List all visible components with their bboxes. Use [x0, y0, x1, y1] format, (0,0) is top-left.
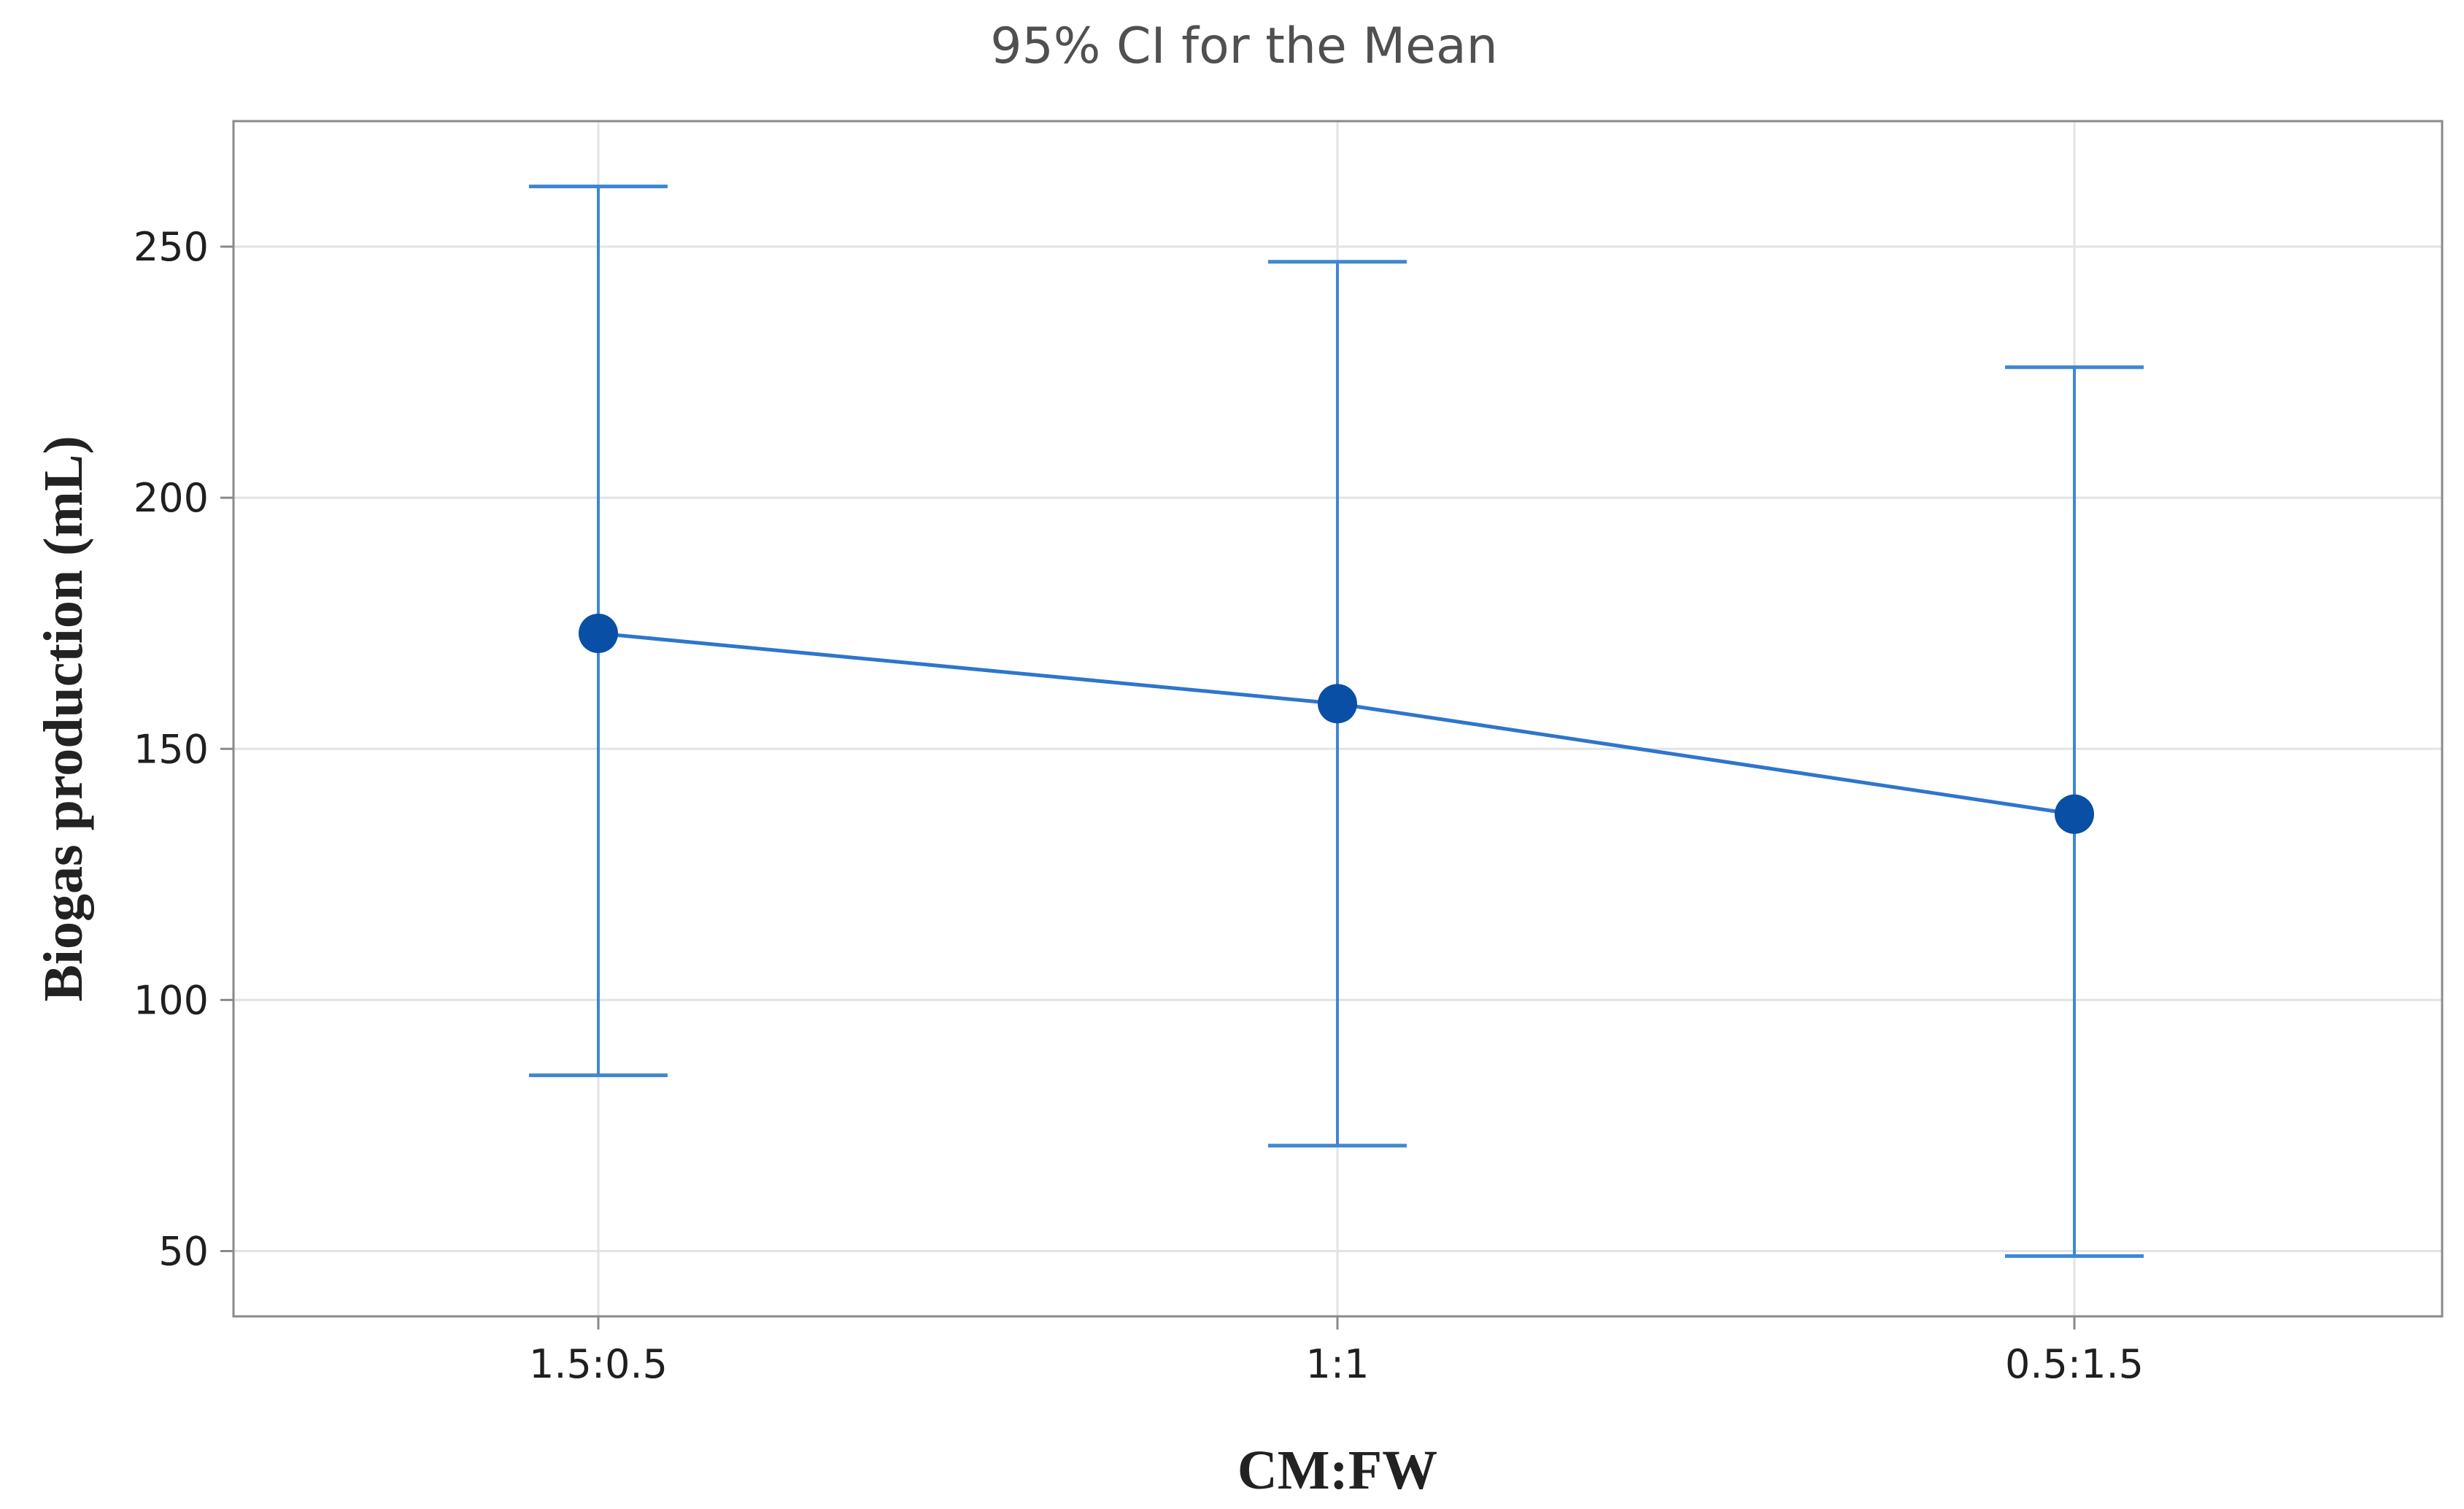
y-tick-label: 50 [158, 1229, 209, 1275]
mean-point [2055, 794, 2094, 834]
x-tick-label: 0.5:1.5 [2005, 1341, 2144, 1387]
y-tick-label: 100 [134, 977, 209, 1023]
x-tick-label: 1.5:0.5 [529, 1341, 668, 1387]
y-tick-label: 250 [134, 224, 209, 270]
y-tick-label: 150 [134, 726, 209, 772]
chart-subtitle: 95% CI for the Mean [990, 18, 1498, 75]
y-axis-ticks: 50 100 150 200 250 [134, 224, 233, 1275]
mean-markers [579, 614, 2094, 834]
y-tick-label: 200 [134, 475, 209, 521]
mean-point [1318, 684, 1357, 724]
x-axis-ticks: 1.5:0.5 1:1 0.5:1.5 [529, 1316, 2144, 1387]
y-axis-title: Biogas production (mL) [33, 436, 94, 1002]
mean-point [579, 614, 618, 653]
x-axis-title: CM:FW [1237, 1440, 1437, 1501]
x-tick-label: 1:1 [1306, 1341, 1370, 1387]
